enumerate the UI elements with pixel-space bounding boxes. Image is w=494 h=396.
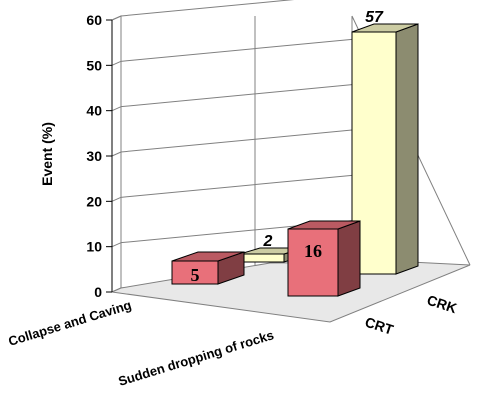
data-label: 16 (304, 241, 322, 261)
gridline-side (111, 15, 122, 21)
x-category-label: Collapse and Caving (6, 297, 133, 349)
bar-top (287, 220, 361, 230)
y-tick-label: 40 (86, 103, 102, 119)
bar-top (171, 251, 245, 262)
bar-front (287, 228, 339, 297)
y-tick-label: 20 (86, 193, 102, 209)
bar-side (395, 23, 419, 275)
data-label: 2 (263, 233, 273, 250)
y-ticks: 0 10 20 30 40 50 60 (86, 12, 112, 300)
series-label: CRK (425, 292, 459, 317)
bar-side (337, 220, 361, 297)
data-label: 5 (191, 265, 200, 285)
gridline-back (120, 174, 353, 198)
gridline-back (120, 0, 295, 17)
data-label: 57 (365, 9, 384, 26)
x-category-label: Sudden dropping of rocks (116, 327, 275, 389)
y-axis-label: Event (%) (39, 122, 55, 186)
bars (171, 23, 419, 297)
y-tick-label: 30 (86, 148, 102, 164)
y-tick-label: 0 (94, 284, 102, 300)
gridline-back (120, 84, 353, 108)
gridline-side (111, 242, 122, 248)
y-tick-label: 50 (86, 57, 102, 73)
gridline-back (120, 38, 353, 62)
gridline-side (111, 106, 122, 112)
gridline-back (120, 129, 353, 153)
y-tick-label: 10 (86, 239, 102, 255)
gridline-side (111, 151, 122, 157)
gridline-side (111, 196, 122, 202)
bar-top (351, 23, 419, 33)
bar-front (239, 253, 285, 263)
series-label: CRT (363, 314, 396, 338)
gridline-side (111, 60, 122, 66)
y-tick-label: 60 (86, 12, 102, 28)
